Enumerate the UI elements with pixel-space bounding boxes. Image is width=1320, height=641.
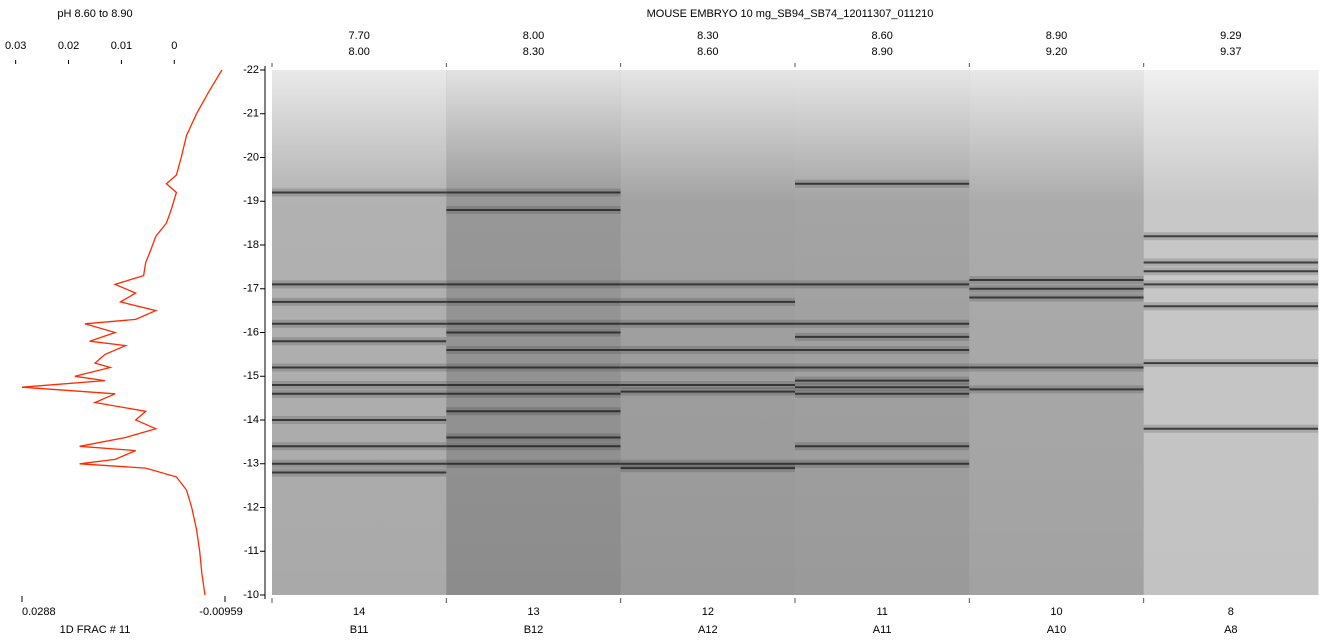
y-tick-label: -10 (243, 589, 259, 601)
lane-fade (272, 70, 447, 595)
lane-ph-low: 8.30 (697, 30, 718, 42)
lane-fade (795, 70, 970, 595)
y-tick-label: -13 (243, 458, 259, 470)
lane-fraction: 12 (702, 606, 714, 618)
lane-fade (620, 70, 796, 595)
lane-fade (1143, 70, 1319, 595)
y-tick-label: -14 (243, 414, 259, 426)
x-tick-label: 0.02 (58, 40, 79, 52)
x-tick-label: 0.01 (111, 40, 132, 52)
trace-title: pH 8.60 to 8.90 (57, 8, 132, 20)
trace-line (21, 69, 223, 596)
lane-well: A12 (698, 624, 718, 636)
lane-ph-low: 8.00 (523, 30, 544, 42)
lane-well: A11 (873, 624, 892, 636)
y-tick-label: -22 (243, 64, 259, 76)
lane-ph-low: 8.90 (1046, 30, 1067, 42)
y-tick-label: -18 (243, 239, 259, 251)
y-tick-label: -17 (243, 283, 259, 295)
x-tick-label: 0.03 (5, 40, 26, 52)
lane-fraction: 11 (876, 606, 887, 618)
lane-well: B12 (524, 624, 544, 636)
lane-ph-low: 9.29 (1220, 30, 1241, 42)
lane-ph-high: 9.37 (1220, 46, 1241, 58)
lane-fraction: 10 (1050, 606, 1062, 618)
lane-well: A8 (1224, 624, 1237, 636)
y-tick-label: -11 (244, 545, 259, 557)
y-tick-label: -12 (243, 501, 259, 513)
lane-ph-low: 8.60 (871, 30, 892, 42)
y-tick-label: -21 (243, 108, 259, 120)
y-tick-label: -15 (243, 370, 259, 382)
lane-ph-low: 7.70 (348, 30, 369, 42)
x-limit-label: -0.00959 (199, 606, 242, 618)
lane-well: A10 (1047, 624, 1067, 636)
lane-fraction: 13 (527, 606, 539, 618)
lane-fraction: 14 (353, 606, 365, 618)
lane-ph-high: 8.90 (871, 46, 892, 58)
trace-xlabel: 1D FRAC # 11 (60, 624, 131, 636)
x-limit-label: 0.0288 (22, 606, 56, 618)
lane-well: B11 (350, 624, 369, 636)
lane-ph-high: 8.60 (697, 46, 718, 58)
lane-ph-high: 8.00 (348, 46, 369, 58)
y-tick-label: -19 (243, 195, 259, 207)
lane-fraction: 8 (1228, 606, 1234, 618)
lane-ph-high: 8.30 (523, 46, 544, 58)
lane-ph-high: 9.20 (1046, 46, 1067, 58)
y-tick-label: -20 (243, 151, 259, 163)
lane-fade (969, 70, 1145, 595)
y-tick-label: -16 (243, 326, 259, 338)
x-tick-label: 0 (171, 40, 177, 52)
gel-title: MOUSE EMBRYO 10 mg_SB94_SB74_12011307_01… (647, 8, 934, 20)
